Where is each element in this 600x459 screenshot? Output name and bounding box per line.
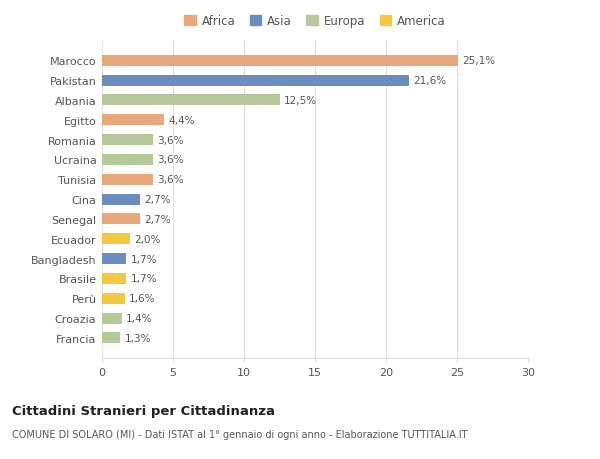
Bar [102, 293, 125, 304]
Text: 4,4%: 4,4% [169, 116, 195, 125]
Bar [102, 135, 153, 146]
Bar [102, 174, 153, 185]
Text: 2,0%: 2,0% [134, 234, 161, 244]
Text: 1,3%: 1,3% [125, 333, 151, 343]
Text: 2,7%: 2,7% [145, 214, 171, 224]
Text: 25,1%: 25,1% [463, 56, 496, 66]
Bar [102, 56, 458, 67]
Text: 1,7%: 1,7% [130, 274, 157, 284]
Bar [102, 194, 140, 205]
Bar [102, 214, 140, 225]
Text: 21,6%: 21,6% [413, 76, 446, 86]
Text: 3,6%: 3,6% [157, 175, 184, 185]
Text: COMUNE DI SOLARO (MI) - Dati ISTAT al 1° gennaio di ogni anno - Elaborazione TUT: COMUNE DI SOLARO (MI) - Dati ISTAT al 1°… [12, 429, 467, 439]
Legend: Africa, Asia, Europa, America: Africa, Asia, Europa, America [182, 12, 448, 30]
Text: 1,4%: 1,4% [126, 313, 152, 324]
Bar [102, 115, 164, 126]
Text: 3,6%: 3,6% [157, 155, 184, 165]
Bar [102, 313, 122, 324]
Text: Cittadini Stranieri per Cittadinanza: Cittadini Stranieri per Cittadinanza [12, 404, 275, 417]
Bar [102, 95, 280, 106]
Text: 1,6%: 1,6% [129, 294, 155, 303]
Text: 1,7%: 1,7% [130, 254, 157, 264]
Bar [102, 155, 153, 166]
Bar [102, 75, 409, 86]
Bar [102, 333, 121, 344]
Text: 12,5%: 12,5% [284, 96, 317, 106]
Bar [102, 274, 126, 284]
Text: 3,6%: 3,6% [157, 135, 184, 146]
Text: 2,7%: 2,7% [145, 195, 171, 205]
Bar [102, 253, 126, 264]
Bar [102, 234, 130, 245]
